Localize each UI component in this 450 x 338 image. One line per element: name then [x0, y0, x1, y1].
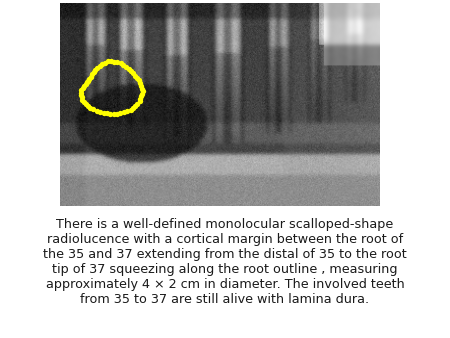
Point [117, 111, 124, 116]
Point [108, 58, 115, 64]
Point [82, 101, 90, 107]
Point [137, 96, 144, 101]
Point [129, 105, 136, 111]
Point [135, 78, 142, 83]
Point [134, 101, 141, 106]
Point [85, 103, 92, 109]
Point [77, 88, 85, 93]
Point [130, 71, 137, 76]
Point [131, 103, 139, 108]
Point [128, 68, 135, 74]
Point [139, 91, 146, 97]
Point [83, 80, 90, 85]
Point [117, 60, 124, 65]
Point [92, 67, 99, 73]
Point [136, 99, 143, 104]
Point [102, 60, 109, 65]
Point [122, 64, 130, 70]
Point [78, 95, 86, 100]
Point [120, 62, 127, 67]
Point [114, 59, 121, 65]
Point [89, 72, 96, 77]
Point [90, 69, 97, 75]
Point [136, 80, 143, 86]
Point [86, 105, 94, 111]
Point [93, 108, 100, 113]
Point [139, 86, 146, 91]
Point [107, 111, 114, 116]
Point [78, 92, 85, 98]
Point [82, 81, 89, 87]
Point [84, 78, 91, 84]
Point [87, 74, 94, 79]
Point [123, 108, 130, 114]
Point [99, 62, 106, 67]
Point [79, 86, 86, 91]
Point [77, 90, 85, 95]
Point [113, 112, 121, 117]
Point [90, 107, 97, 112]
Point [125, 66, 132, 72]
Point [138, 94, 145, 99]
Point [131, 73, 139, 78]
Point [96, 63, 103, 69]
Point [111, 59, 118, 65]
Point [120, 109, 127, 115]
Point [86, 76, 93, 81]
Point [104, 58, 112, 64]
Text: There is a well-defined monolocular scalloped-shape
radiolucence with a cortical: There is a well-defined monolocular scal… [43, 218, 407, 306]
Point [140, 89, 147, 94]
Point [93, 65, 100, 70]
Point [137, 83, 144, 89]
Point [100, 111, 107, 116]
Point [80, 99, 87, 104]
Point [78, 97, 86, 102]
Point [81, 83, 88, 89]
Point [110, 111, 117, 117]
Point [127, 107, 134, 113]
Point [96, 109, 104, 115]
Point [104, 111, 111, 116]
Point [133, 75, 140, 81]
